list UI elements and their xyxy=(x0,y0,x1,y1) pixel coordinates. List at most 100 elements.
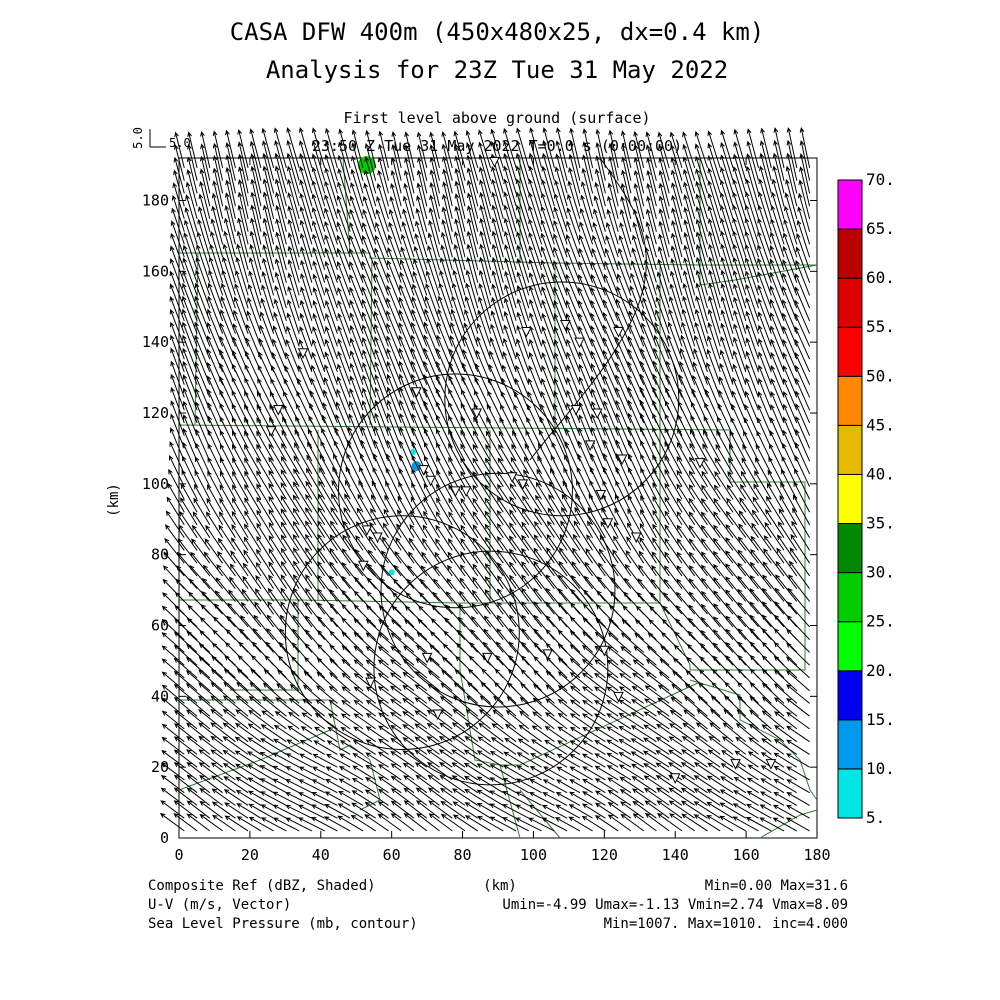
wind-vector xyxy=(786,152,798,194)
wind-vector xyxy=(528,351,543,385)
wind-vector xyxy=(712,655,734,679)
wind-vector xyxy=(272,752,300,768)
wind-vector xyxy=(659,658,683,679)
wind-vector xyxy=(311,206,326,245)
wind-vector xyxy=(403,182,415,220)
wind-vector xyxy=(492,709,517,730)
wind-vector xyxy=(664,482,683,513)
wind-vector xyxy=(749,682,772,704)
wind-vector xyxy=(461,389,479,424)
wind-vector xyxy=(477,736,504,755)
wind-vector xyxy=(773,669,798,692)
wind-vector xyxy=(658,233,670,271)
wind-vector xyxy=(631,685,657,704)
wind-vector xyxy=(630,260,645,296)
wind-vector xyxy=(610,577,632,602)
radar-site-marker xyxy=(595,489,607,501)
wind-vector xyxy=(644,246,657,283)
wind-vector xyxy=(540,205,555,245)
wind-vector xyxy=(386,310,402,347)
wind-vector xyxy=(275,191,287,232)
wind-vector xyxy=(598,548,619,577)
wind-vector xyxy=(341,686,364,704)
wind-vector xyxy=(757,284,772,322)
radar-site-marker xyxy=(506,472,518,483)
wind-vector xyxy=(345,466,364,500)
wind-vector xyxy=(786,711,810,730)
wind-vector xyxy=(702,429,721,462)
wind-vector xyxy=(707,142,721,181)
wind-vector xyxy=(274,165,287,207)
wind-vector xyxy=(319,453,338,487)
wind-vector xyxy=(403,775,428,794)
radar-site-marker xyxy=(630,532,642,544)
wind-vector xyxy=(578,274,594,309)
wind-vector xyxy=(349,286,364,322)
wind-vector xyxy=(650,578,670,602)
wind-vector xyxy=(341,548,364,577)
wind-vector xyxy=(545,587,568,615)
wind-vector xyxy=(184,206,198,245)
wind-vector xyxy=(280,574,300,602)
wind-vector xyxy=(496,549,517,577)
x-tick-label: 0 xyxy=(174,846,183,864)
wind-vector xyxy=(229,563,249,589)
wind-vector xyxy=(186,813,211,832)
colorbar-box xyxy=(837,179,863,230)
wind-vector xyxy=(554,339,568,373)
wind-vector xyxy=(561,493,581,526)
wind-vector xyxy=(640,347,657,385)
colorbar-label: 55. xyxy=(866,317,895,336)
wind-vector xyxy=(305,560,326,589)
wind-vector xyxy=(460,497,479,526)
wind-vector xyxy=(745,310,759,347)
wind-vector xyxy=(496,614,517,641)
wind-vector xyxy=(755,443,772,475)
wind-vector xyxy=(632,221,645,258)
wind-vector xyxy=(169,270,185,309)
wind-vector xyxy=(745,178,759,220)
wind-vector xyxy=(641,322,657,360)
wind-vector xyxy=(713,603,734,628)
wind-vector xyxy=(243,536,262,564)
wind-vector xyxy=(305,467,326,500)
wind-vector xyxy=(268,469,287,500)
wind-vector xyxy=(542,792,568,806)
wind-vector xyxy=(391,143,402,181)
wind-vector xyxy=(795,259,811,296)
wind-vector xyxy=(338,141,351,181)
wind-vector xyxy=(452,801,479,819)
wind-vector xyxy=(414,671,440,692)
wind-vector xyxy=(529,127,543,169)
wind-vector xyxy=(478,141,492,181)
wind-vector xyxy=(423,413,440,449)
wind-vector xyxy=(725,615,747,641)
wind-vector xyxy=(568,153,581,194)
wind-vector xyxy=(676,524,696,551)
wind-vector xyxy=(547,507,568,538)
wind-vector xyxy=(305,507,326,538)
wind-vector xyxy=(644,259,657,296)
wind-vector xyxy=(325,313,338,347)
wind-vector xyxy=(528,817,555,832)
wind-vector xyxy=(471,602,491,628)
wind-vector xyxy=(744,257,759,296)
wind-vector xyxy=(262,230,275,271)
wind-vector xyxy=(627,399,645,436)
wind-vector xyxy=(256,470,275,500)
wind-vector xyxy=(317,533,338,564)
wind-vector xyxy=(219,402,236,436)
wind-vector xyxy=(273,127,287,169)
wind-vector xyxy=(451,735,479,755)
wind-vector xyxy=(305,574,326,602)
wind-vector xyxy=(299,179,313,220)
wind-vector xyxy=(783,205,798,245)
wind-vector xyxy=(676,469,696,500)
wind-vector xyxy=(448,415,466,449)
wind-vector xyxy=(427,774,453,794)
wind-vector xyxy=(388,208,402,245)
wind-vector xyxy=(293,455,313,487)
wind-vector xyxy=(312,766,338,781)
level-label: First level above ground (surface) xyxy=(343,109,650,127)
wind-vector xyxy=(472,471,492,500)
